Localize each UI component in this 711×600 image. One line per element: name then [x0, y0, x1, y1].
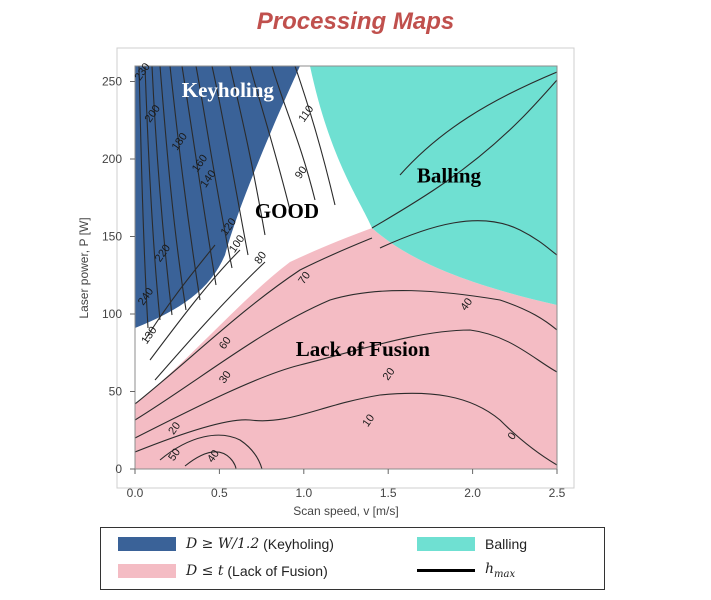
contour-label: 10 [360, 412, 377, 429]
y-tick-label: 150 [102, 230, 122, 244]
region-label: Lack of Fusion [296, 337, 431, 361]
y-tick-label: 250 [102, 75, 122, 89]
legend-keyholing-expr: D ≥ W/1.2 [186, 536, 260, 552]
y-axis-label: Laser power, P [W] [77, 217, 91, 318]
legend-keyholing-label: (Keyholing) [263, 536, 334, 552]
contour-label: 90 [293, 164, 310, 181]
contour-label: 60 [217, 335, 234, 352]
contour-lines [135, 66, 557, 469]
legend: D ≥ W/1.2 (Keyholing) D ≤ t (Lack of Fus… [100, 527, 605, 590]
plot-frame [134, 65, 558, 470]
x-tick-label: 2.5 [549, 486, 566, 500]
legend-swatch-balling [417, 537, 475, 551]
x-axis-label: Scan speed, v [m/s] [293, 504, 398, 518]
region-keyholing [135, 66, 300, 328]
x-axis-ticks: 0.0 0.5 1.0 1.5 2.0 2.5 [127, 469, 566, 500]
y-tick-label: 0 [115, 462, 122, 476]
y-axis-ticks: 0 50 100 150 200 250 [102, 75, 135, 476]
y-tick-label: 200 [102, 152, 122, 166]
contour-label: 20 [381, 366, 398, 383]
legend-fusion-label: (Lack of Fusion) [227, 563, 328, 579]
region-balling [310, 66, 557, 305]
x-tick-label: 1.0 [295, 486, 312, 500]
contour-label: 20 [166, 420, 183, 437]
region-labels: Keyholing GOOD Balling Lack of Fusion [182, 78, 482, 361]
x-tick-label: 1.5 [380, 486, 397, 500]
contour-label: 0 [506, 430, 519, 442]
y-tick-label: 100 [102, 307, 122, 321]
legend-item-lack-of-fusion: D ≤ t (Lack of Fusion) [118, 563, 328, 579]
legend-hmax-label: hmax [485, 561, 516, 580]
region-label: GOOD [255, 199, 319, 223]
x-tick-label: 2.0 [464, 486, 481, 500]
legend-item-balling: Balling [417, 536, 527, 552]
legend-fusion-expr: D ≤ t [186, 563, 224, 579]
chart-title: Processing Maps [256, 8, 455, 35]
legend-line-hmax [417, 568, 475, 572]
contour-label: 30 [217, 369, 234, 386]
legend-item-keyholing: D ≥ W/1.2 (Keyholing) [118, 536, 334, 552]
region-label: Keyholing [182, 78, 275, 102]
x-tick-label: 0.0 [127, 486, 144, 500]
legend-balling-label: Balling [485, 536, 528, 552]
contour-label: 80 [252, 250, 269, 267]
contour-label: 40 [458, 296, 475, 313]
contour-label: 70 [296, 270, 313, 287]
region-lack-of-fusion [135, 228, 557, 469]
legend-swatch-lack-of-fusion [118, 564, 176, 578]
legend-swatch-keyholing [118, 537, 176, 551]
region-label: Balling [417, 163, 482, 187]
legend-item-hmax: hmax [417, 561, 515, 580]
contour-label: 40 [205, 448, 222, 465]
x-tick-label: 0.5 [211, 486, 228, 500]
y-tick-label: 50 [109, 385, 123, 399]
contour-label: 50 [166, 446, 183, 463]
